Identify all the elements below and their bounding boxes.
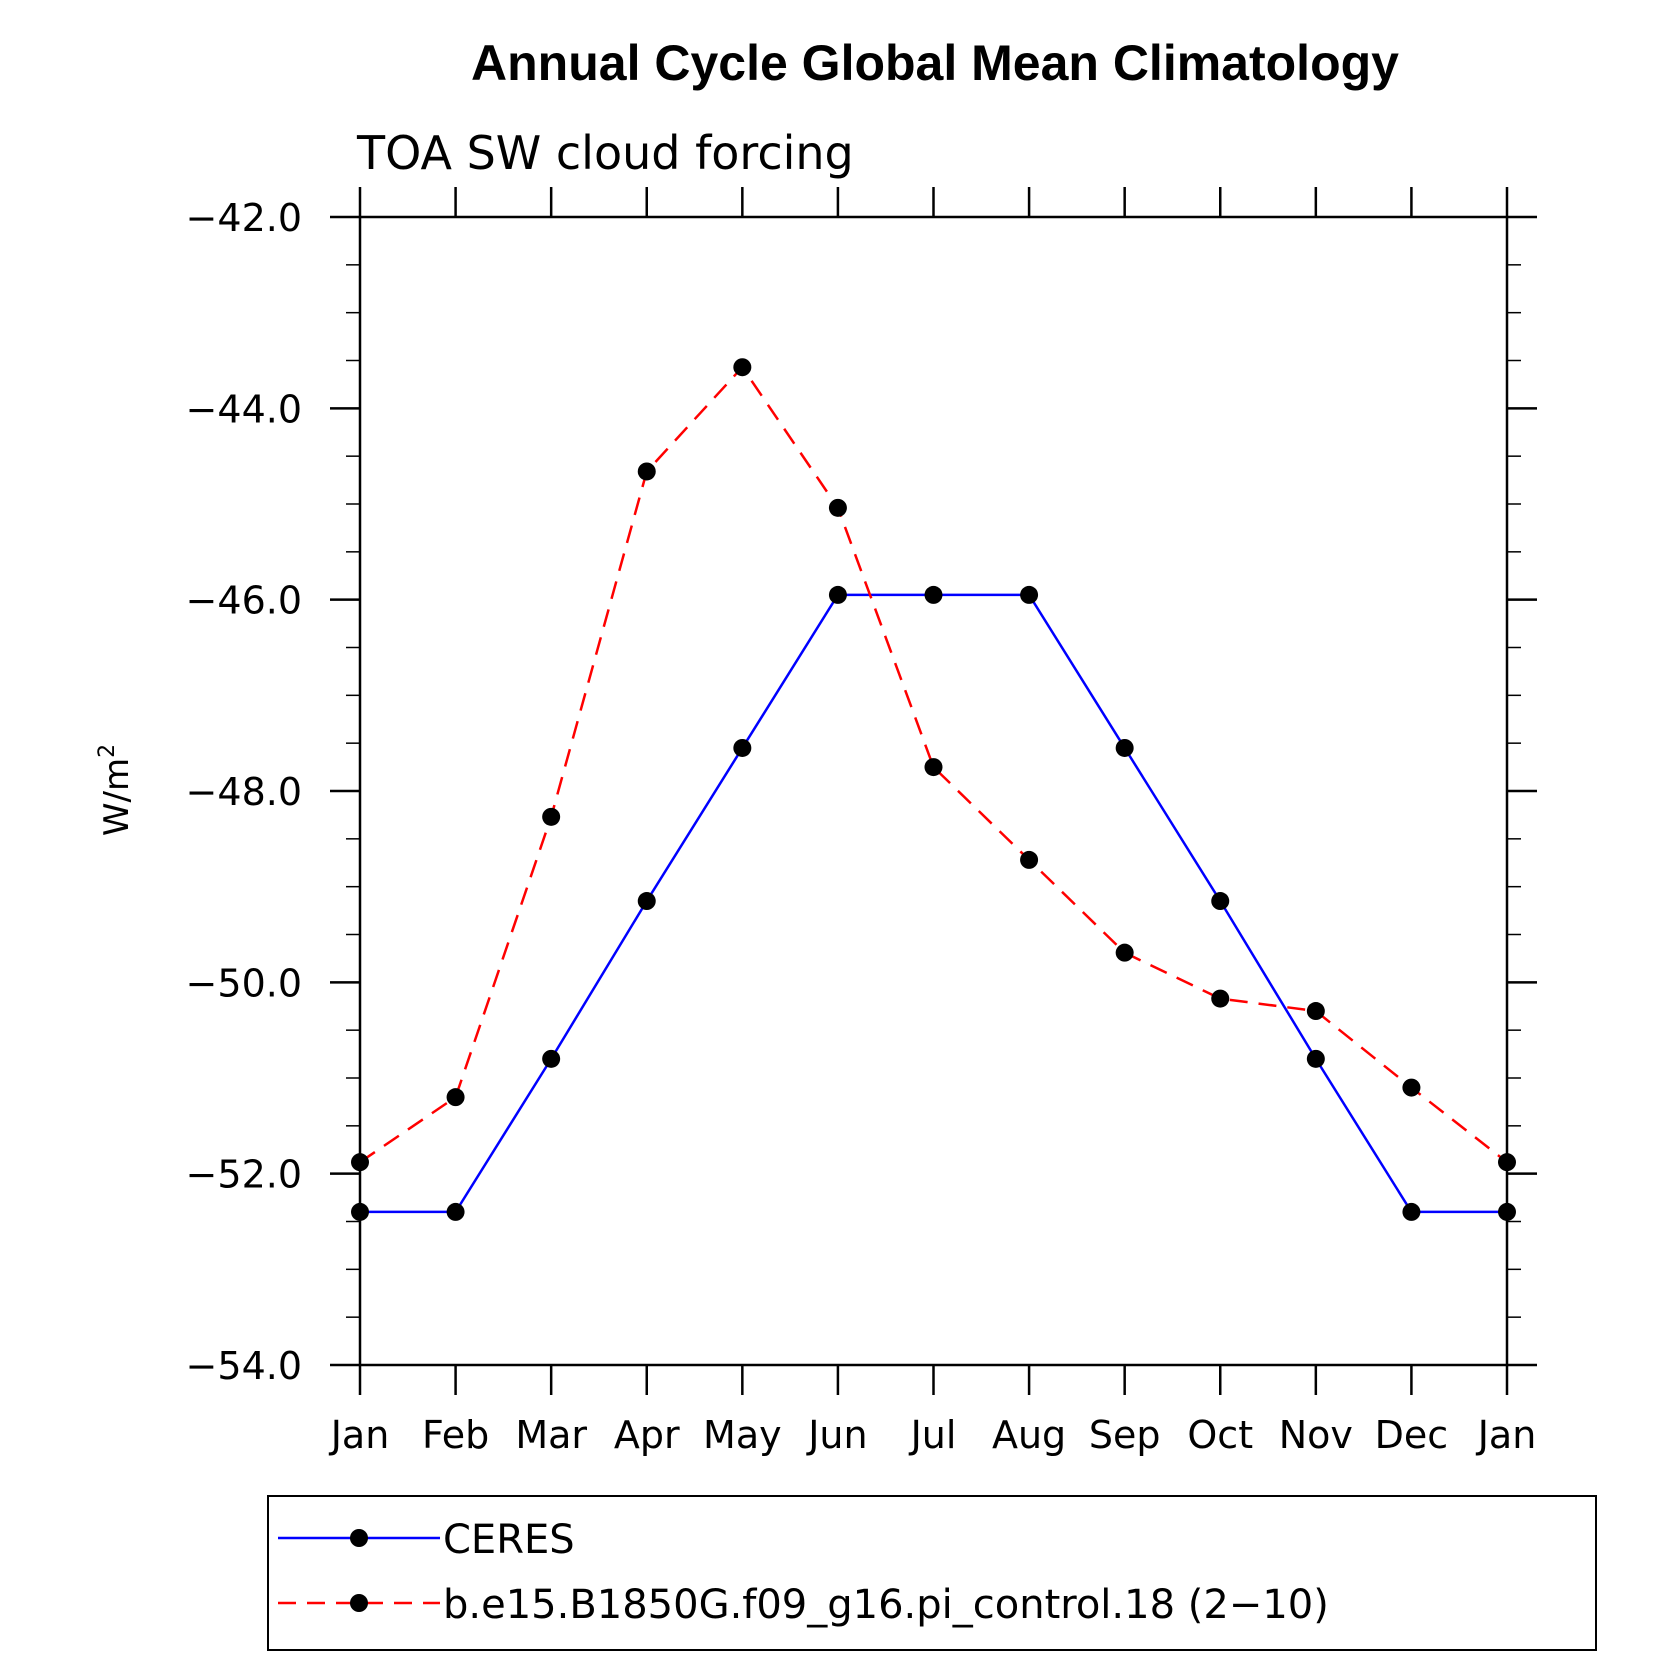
- data-point-series-1: [924, 758, 943, 777]
- data-point-series-1: [1498, 1153, 1516, 1172]
- data-point-series-1: [1020, 850, 1039, 869]
- data-point-series-0: [1115, 738, 1134, 757]
- data-point-series-0: [1402, 1202, 1421, 1221]
- x-tick-label: Nov: [1279, 1413, 1353, 1457]
- data-point-series-1: [1306, 1002, 1325, 1021]
- series-lines: [359, 365, 1508, 1214]
- y-tick-label: −50.0: [186, 961, 302, 1005]
- series-points: [351, 358, 1516, 1221]
- legend-box: [267, 1495, 1597, 1651]
- data-point-series-1: [637, 462, 656, 481]
- chart-subtitle: TOA SW cloud forcing: [356, 126, 854, 180]
- legend-marker-model: [350, 1594, 368, 1612]
- data-point-series-0: [828, 585, 847, 604]
- x-tick-label: Jan: [1476, 1413, 1537, 1457]
- data-point-series-0: [1211, 892, 1230, 911]
- x-tick-label: Jul: [909, 1413, 957, 1457]
- data-point-series-0: [446, 1202, 465, 1221]
- x-tick-label: Aug: [992, 1413, 1066, 1457]
- y-tick-label: −42.0: [186, 196, 302, 240]
- data-point-series-1: [446, 1088, 465, 1107]
- y-tick-label: −54.0: [186, 1344, 302, 1388]
- chart-title: Annual Cycle Global Mean Climatology: [471, 35, 1399, 91]
- y-axis-label-base: W/m: [97, 758, 137, 836]
- x-tick-label: Dec: [1375, 1413, 1449, 1457]
- x-tick-label: Jan: [329, 1413, 390, 1457]
- data-point-series-1: [828, 498, 847, 517]
- x-tick-label: Sep: [1089, 1413, 1161, 1457]
- axis-tick-labels: Jan Feb Mar Apr May Jun Jul Aug Sep Oct Nov Dec Jan−…: [186, 196, 1537, 1457]
- data-point-series-1: [351, 1153, 369, 1172]
- data-point-series-0: [542, 1049, 561, 1068]
- data-point-series-0: [733, 738, 752, 757]
- legend-label-model: b.e15.B1850G.f09_g16.pi_control.18 (2−10…: [443, 1582, 1329, 1628]
- x-tick-label: Feb: [422, 1413, 489, 1457]
- data-point-series-0: [637, 892, 656, 911]
- data-point-series-1: [542, 807, 561, 826]
- data-point-series-0: [924, 585, 943, 604]
- x-tick-label: Jun: [806, 1413, 867, 1457]
- legend-label-ceres: CERES: [443, 1517, 575, 1563]
- y-tick-label: −48.0: [186, 770, 302, 814]
- y-tick-label: −46.0: [186, 579, 302, 623]
- axis-ticks: [330, 187, 1537, 1395]
- data-point-series-0: [351, 1202, 369, 1221]
- data-point-series-1: [733, 358, 752, 377]
- x-tick-label: Mar: [515, 1413, 587, 1457]
- plot-frame: [358, 215, 1509, 1367]
- data-point-series-1: [1211, 989, 1230, 1008]
- y-tick-label: −44.0: [186, 387, 302, 431]
- data-point-series-1: [1402, 1078, 1421, 1097]
- x-tick-label: Apr: [614, 1413, 680, 1457]
- legend: CERES b.e15.B1850G.f09_g16.pi_control.18…: [267, 1495, 1597, 1651]
- y-axis-label: W/m2: [95, 744, 137, 836]
- data-point-series-0: [1306, 1049, 1325, 1068]
- legend-marker-ceres: [350, 1529, 368, 1547]
- y-axis-label-superscript: 2: [95, 744, 120, 758]
- data-point-series-0: [1498, 1202, 1516, 1221]
- x-tick-label: Oct: [1187, 1413, 1253, 1457]
- x-tick-label: May: [703, 1413, 782, 1457]
- data-point-series-1: [1115, 943, 1134, 962]
- data-point-series-0: [1020, 585, 1039, 604]
- y-tick-label: −52.0: [186, 1153, 302, 1197]
- series-line-0: [360, 593, 1507, 1214]
